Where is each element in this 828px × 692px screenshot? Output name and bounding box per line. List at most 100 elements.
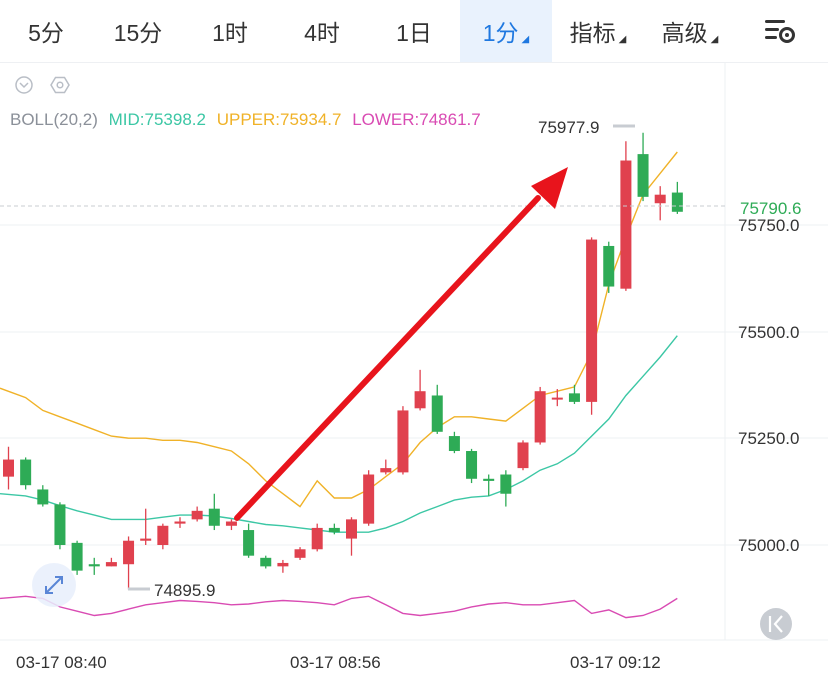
tab-label: 1分	[482, 20, 519, 46]
candle	[174, 517, 186, 528]
indicator-legend: BOLL(20,2) MID:75398.2 UPPER:75934.7 LOW…	[10, 110, 481, 129]
dropdown-caret-icon: ◢	[710, 33, 719, 45]
collapse-chevron-icon[interactable]	[15, 76, 33, 94]
candle-body	[243, 530, 255, 556]
indicator-upper: UPPER:75934.7	[217, 110, 342, 129]
candle-body	[277, 562, 289, 567]
candle	[603, 241, 615, 293]
candle	[380, 459, 392, 475]
candle-body	[346, 519, 357, 539]
candle-body	[88, 564, 100, 567]
price-chart[interactable]: BOLL(20,2) MID:75398.2 UPPER:75934.7 LOW…	[0, 62, 828, 692]
candle	[123, 536, 135, 590]
tab-label: 1时	[212, 20, 248, 46]
candle-body	[157, 525, 169, 545]
boll-upper-line	[0, 151, 678, 508]
tab-label: 5分	[28, 20, 64, 46]
candle-body	[586, 239, 598, 402]
candle	[568, 384, 580, 405]
time-axis: 03-17 08:40 03-17 08:56 03-17 09:12	[16, 653, 661, 672]
boll-mid-line	[0, 335, 678, 533]
candle	[620, 141, 632, 291]
candle-body	[637, 154, 649, 197]
candle-body	[431, 395, 443, 432]
candle	[208, 493, 220, 531]
tab-1min[interactable]: 1分 ◢	[460, 0, 552, 62]
candle-body	[260, 557, 272, 567]
candle-body	[20, 459, 32, 486]
indicator-lower: LOWER:74861.7	[352, 110, 481, 129]
time-label-0856: 03-17 08:56	[290, 653, 381, 672]
candle	[3, 446, 14, 490]
hexagon-settings-icon[interactable]	[50, 76, 70, 94]
candle	[637, 132, 649, 202]
candle-body	[174, 521, 186, 524]
candle-body	[208, 508, 220, 526]
tab-advanced[interactable]: 高级 ◢	[644, 0, 736, 62]
candle	[157, 523, 169, 550]
low-label: 74895.9	[154, 581, 215, 600]
candle-body	[71, 542, 83, 571]
tab-1day[interactable]: 1日	[368, 0, 460, 62]
candle-body	[517, 442, 529, 469]
candle-body	[448, 436, 460, 452]
boll-lower-line	[0, 595, 678, 619]
candle	[20, 457, 32, 490]
expand-arrows-icon[interactable]	[32, 563, 76, 607]
current-price-tag-bg	[727, 190, 828, 222]
candlestick-series	[3, 132, 683, 590]
time-label-0840: 03-17 08:40	[16, 653, 107, 672]
candle	[517, 440, 529, 471]
candle	[654, 186, 666, 221]
tab-5min[interactable]: 5分	[0, 0, 92, 62]
tab-label: 1日	[396, 20, 432, 46]
candle	[551, 389, 563, 407]
candle-body	[3, 459, 14, 477]
tab-indicators[interactable]: 指标 ◢	[552, 0, 644, 62]
candle-body	[311, 527, 323, 550]
candle	[466, 448, 478, 484]
tab-15min[interactable]: 15分	[92, 0, 184, 62]
candle-body	[328, 527, 340, 533]
candle	[500, 470, 512, 507]
tab-4hour[interactable]: 4时	[276, 0, 368, 62]
candle	[243, 523, 255, 558]
candle-body	[54, 504, 66, 545]
candle-body	[37, 489, 49, 505]
price-tick-75000: 75000.0	[738, 536, 799, 555]
candle	[225, 519, 237, 531]
tab-label: 指标	[569, 20, 616, 46]
candle-body	[380, 468, 392, 473]
candle	[311, 523, 323, 552]
candle-body	[671, 192, 683, 212]
price-tick-75750: 75750.0	[738, 216, 799, 235]
candle	[294, 547, 306, 560]
tab-1hour[interactable]: 1时	[184, 0, 276, 62]
candle-body	[620, 160, 632, 289]
trend-arrow	[234, 167, 568, 521]
candle-body	[483, 478, 495, 481]
candle	[260, 555, 272, 569]
candle	[105, 557, 117, 567]
candle	[54, 502, 66, 550]
indicator-mid: MID:75398.2	[109, 110, 206, 129]
price-tick-75500: 75500.0	[738, 323, 799, 342]
tab-label: 4时	[304, 20, 340, 46]
current-price-tag: 75790.6	[740, 199, 801, 218]
candle	[397, 406, 409, 475]
candle	[534, 386, 546, 445]
candle-body	[654, 194, 666, 204]
dropdown-caret-icon: ◢	[618, 33, 627, 45]
scroll-to-latest-icon[interactable]	[760, 608, 792, 640]
candle	[414, 369, 426, 411]
tab-label: 高级	[661, 20, 708, 46]
candle	[71, 540, 83, 575]
candle-body	[105, 562, 117, 567]
candle	[483, 474, 495, 496]
candle	[88, 557, 100, 575]
candle	[346, 517, 357, 556]
chart-settings-icon[interactable]	[760, 14, 800, 48]
candle-body	[140, 538, 152, 541]
candle	[671, 181, 683, 214]
candle-body	[534, 391, 546, 443]
